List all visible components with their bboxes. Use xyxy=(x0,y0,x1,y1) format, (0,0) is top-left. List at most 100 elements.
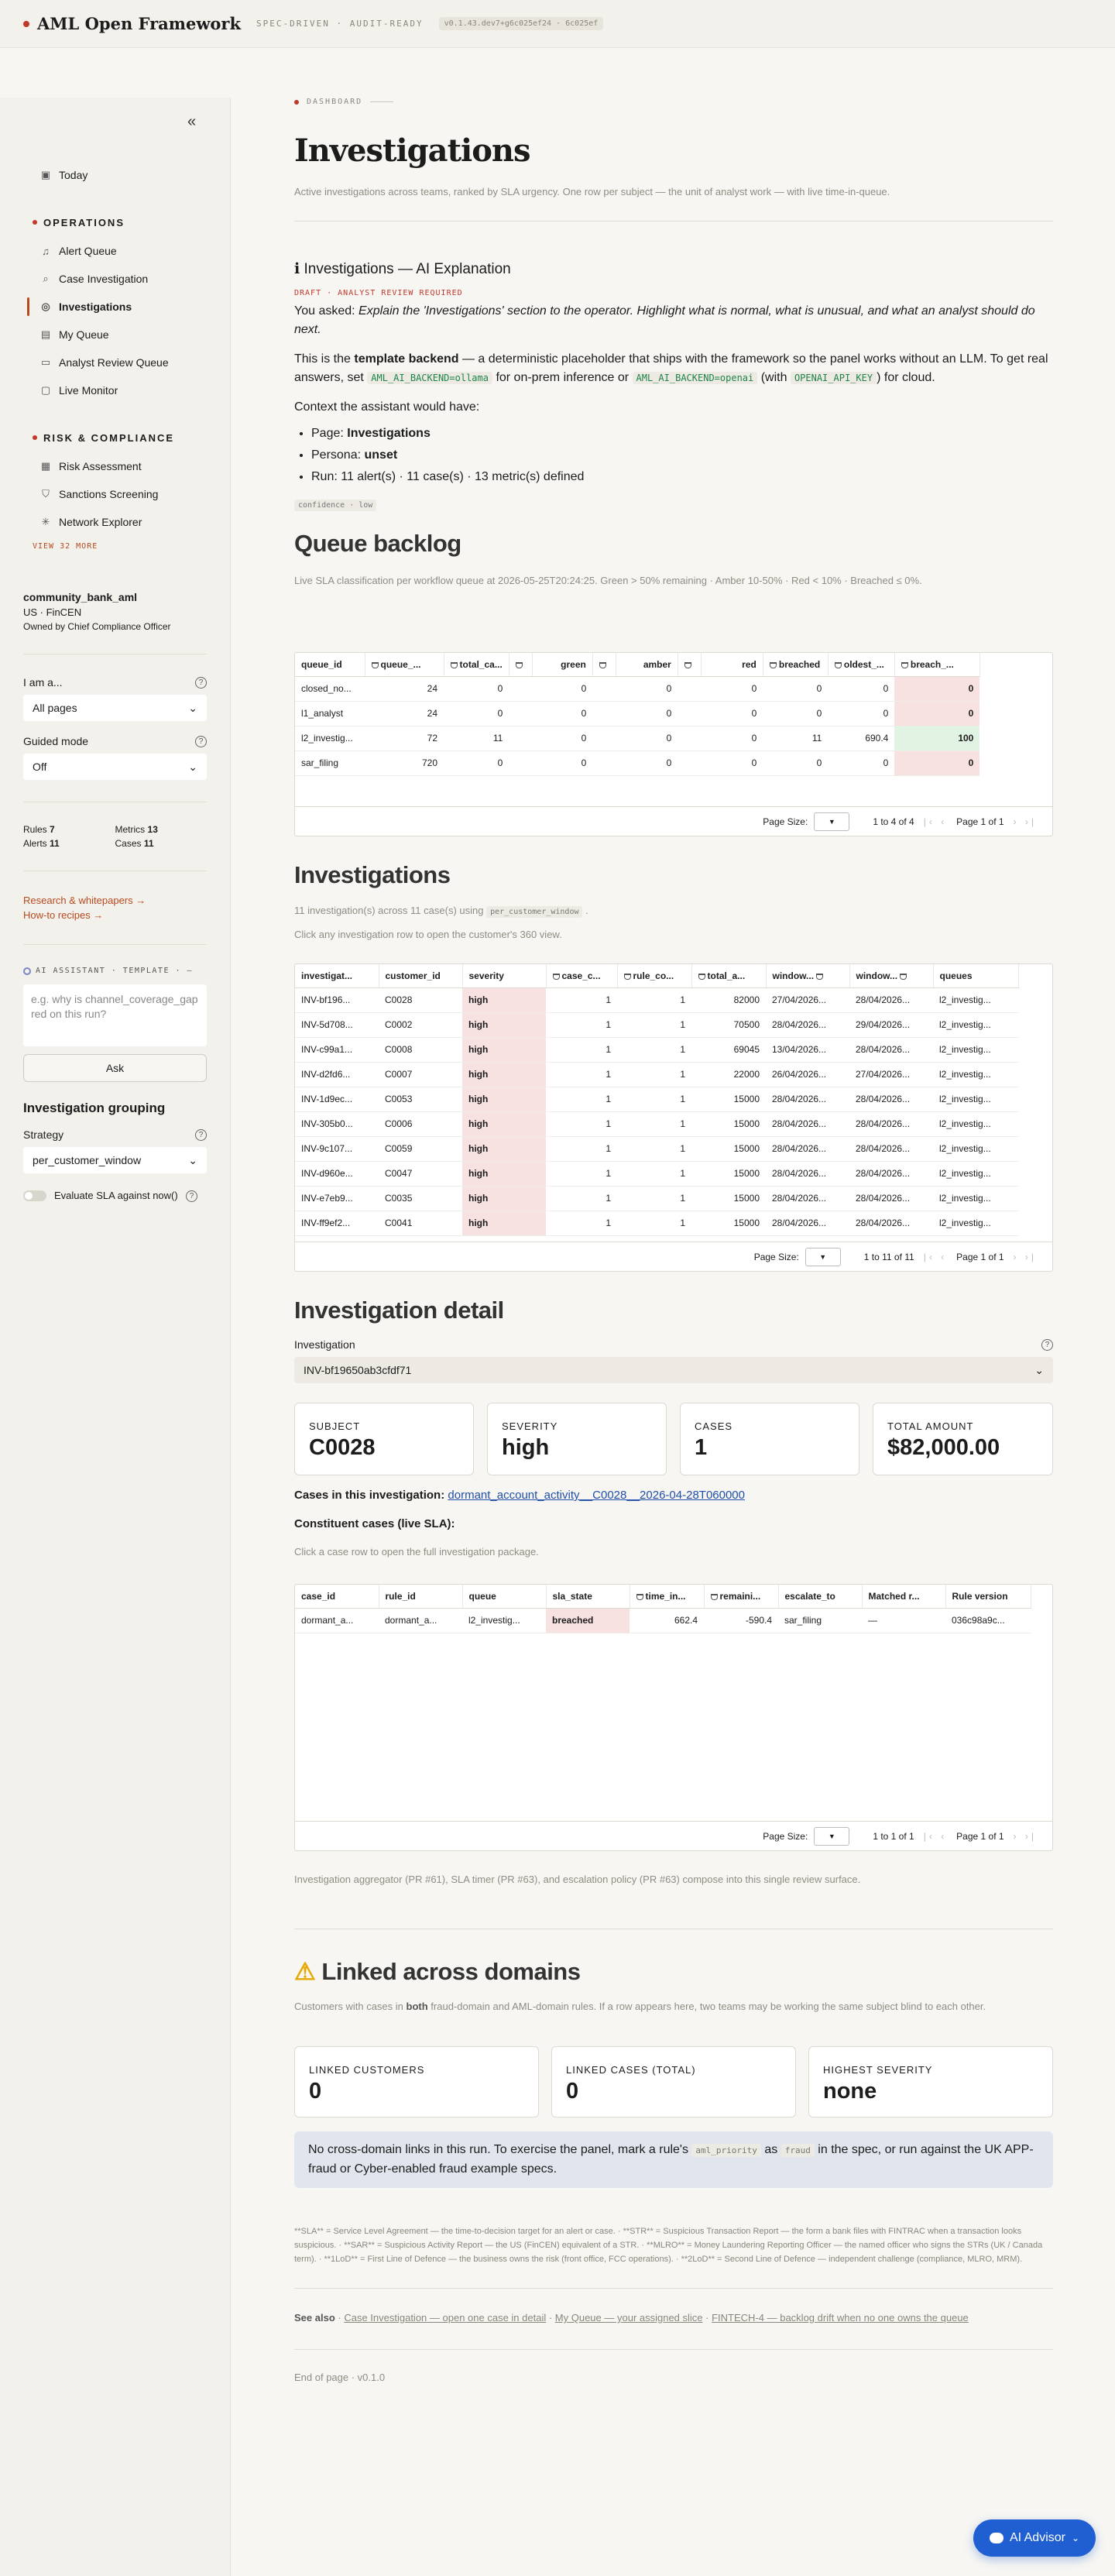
table-row[interactable]: INV-305b0... C0006 high 1 1 15000 28/04/2026..… xyxy=(295,1111,1018,1137)
column-header[interactable]: case_id xyxy=(295,1585,379,1609)
next-last-icon[interactable]: › ›| xyxy=(1013,816,1037,827)
sidebar-item-today[interactable]: ▣ Today xyxy=(23,161,207,189)
sidebar-item-analyst-review[interactable]: ▭ Analyst Review Queue xyxy=(23,349,207,376)
table-cell: 0 xyxy=(828,701,895,726)
table-cell: 0 xyxy=(444,676,509,702)
column-header[interactable]: queue xyxy=(462,1585,547,1609)
table-row[interactable]: INV-c99a1... C0008 high 1 1 69045 13/04/2026..… xyxy=(295,1037,1018,1063)
sidebar-item-risk-assessment[interactable]: ▦ Risk Assessment xyxy=(23,452,207,480)
table-row[interactable]: INV-d2fd6... C0007 high 1 1 22000 26/04/2026..… xyxy=(295,1062,1018,1087)
see-also-link[interactable]: FINTECH-4 — backlog drift when no one ow… xyxy=(712,2312,969,2324)
help-icon[interactable]: ? xyxy=(186,1190,197,1202)
howto-link[interactable]: How-to recipes → xyxy=(23,909,104,921)
persona-select[interactable]: All pages ⌄ xyxy=(23,695,207,721)
brand-title[interactable]: AML Open Framework xyxy=(37,14,242,33)
table-row[interactable]: INV-1d9ec... C0053 high 1 1 15000 28/04/2026..… xyxy=(295,1087,1018,1112)
see-also-link[interactable]: My Queue — your assigned slice xyxy=(554,2312,703,2324)
column-header[interactable] xyxy=(592,653,616,677)
table-row[interactable]: INV-9c107... C0059 high 1 1 15000 28/04/2026..… xyxy=(295,1136,1018,1162)
divider xyxy=(23,944,207,945)
column-header[interactable]: time_in... xyxy=(630,1585,705,1609)
column-header[interactable]: queue_... xyxy=(365,653,444,677)
sidebar-item-network-explorer[interactable]: ✳ Network Explorer xyxy=(23,508,207,536)
next-last-icon[interactable]: › ›| xyxy=(1013,1830,1037,1842)
sidebar-item-alert-queue[interactable]: ♫ Alert Queue xyxy=(23,237,207,265)
table-cell: 1 xyxy=(546,1012,617,1038)
collapse-sidebar-icon[interactable]: « xyxy=(187,113,197,130)
table-row[interactable]: l2_investig... 72 11 0 0 0 11 690.4 100 xyxy=(295,726,980,751)
investigation-value: INV-bf19650ab3cfdf71 xyxy=(304,1364,412,1376)
sla-toggle[interactable] xyxy=(23,1190,46,1201)
column-header[interactable]: Rule version xyxy=(945,1585,1031,1609)
column-header[interactable]: escalate_to xyxy=(778,1585,863,1609)
page-size-select[interactable]: ▼ xyxy=(814,812,850,831)
table-row[interactable]: closed_no... 24 0 0 0 0 0 0 0 xyxy=(295,676,980,702)
table-row[interactable]: INV-d960e... C0047 high 1 1 15000 28/04/2026..… xyxy=(295,1161,1018,1187)
sidebar-item-my-queue[interactable]: ▤ My Queue xyxy=(23,321,207,349)
column-header[interactable]: total_a... xyxy=(691,964,767,988)
column-header[interactable]: breach_... xyxy=(894,653,980,677)
sidebar-item-investigations[interactable]: ◎ Investigations xyxy=(23,293,207,321)
investigation-select[interactable]: INV-bf19650ab3cfdf71 ⌄ xyxy=(294,1357,1053,1383)
help-icon[interactable]: ? xyxy=(195,735,207,747)
column-header[interactable]: customer_id xyxy=(379,964,463,988)
column-header[interactable]: breached xyxy=(763,653,829,677)
column-header[interactable]: investigat... xyxy=(295,964,379,988)
ai-advisor-label: AI Advisor xyxy=(1009,2531,1065,2544)
column-header[interactable] xyxy=(509,653,533,677)
table-row[interactable]: l1_analyst 24 0 0 0 0 0 0 0 xyxy=(295,701,980,726)
crumb-label: DASHBOARD xyxy=(307,98,363,106)
table-row[interactable]: sar_filing 720 0 0 0 0 0 0 0 xyxy=(295,750,980,776)
first-prev-icon[interactable]: |‹ ‹ xyxy=(923,816,948,827)
column-header[interactable]: window... xyxy=(849,964,934,988)
column-header[interactable]: red xyxy=(701,653,763,677)
column-header[interactable]: sla_state xyxy=(546,1585,630,1609)
strategy-select[interactable]: per_customer_window ⌄ xyxy=(23,1147,207,1173)
column-header[interactable]: case_c... xyxy=(546,964,618,988)
column-header[interactable]: queues xyxy=(933,964,1019,988)
table-cell: 0 xyxy=(616,701,678,726)
see-also-link[interactable]: Case Investigation — open one case in de… xyxy=(344,2312,547,2324)
sidebar-item-live-monitor[interactable]: ▢ Live Monitor xyxy=(23,376,207,404)
table-row[interactable]: dormant_a... dormant_a... l2_investig... br… xyxy=(295,1608,1031,1633)
guided-mode-select[interactable]: Off ⌄ xyxy=(23,754,207,780)
pagination: Page Size: ▼ 1 to 1 of 1 |‹ ‹ Page 1 of 1… xyxy=(295,1821,1052,1850)
column-header[interactable]: total_ca... xyxy=(444,653,509,677)
table-row[interactable]: INV-5d708... C0002 high 1 1 70500 28/04/2026..… xyxy=(295,1012,1018,1038)
column-header[interactable]: severity xyxy=(462,964,547,988)
column-header[interactable]: Matched r... xyxy=(862,1585,946,1609)
next-last-icon[interactable]: › ›| xyxy=(1013,1251,1037,1262)
column-header[interactable] xyxy=(678,653,702,677)
ai-advisor-button[interactable]: AI Advisor ⌄ xyxy=(973,2519,1096,2557)
column-header[interactable]: window... xyxy=(766,964,850,988)
column-header[interactable]: oldest_... xyxy=(828,653,895,677)
sidebar-item-sanctions[interactable]: ⛉ Sanctions Screening xyxy=(23,480,207,508)
table-cell xyxy=(592,750,616,776)
sidebar-item-case-investigation[interactable]: ⌕ Case Investigation xyxy=(23,265,207,293)
first-prev-icon[interactable]: |‹ ‹ xyxy=(923,1251,948,1262)
column-header[interactable]: rule_id xyxy=(379,1585,463,1609)
help-icon[interactable]: ? xyxy=(195,676,207,689)
ask-button[interactable]: Ask xyxy=(23,1054,207,1082)
table-row[interactable]: INV-bf196... C0028 high 1 1 82000 27/04/2026..… xyxy=(295,987,1018,1013)
help-icon[interactable]: ? xyxy=(195,1128,207,1141)
table-cell: INV-c99a1... xyxy=(295,1037,379,1063)
page-size-select[interactable]: ▼ xyxy=(805,1247,841,1266)
first-prev-icon[interactable]: |‹ ‹ xyxy=(923,1830,948,1842)
column-header[interactable]: green xyxy=(532,653,593,677)
table-cell: C0007 xyxy=(379,1062,462,1087)
case-link[interactable]: dormant_account_activity__C0028__2026-04… xyxy=(448,1489,745,1502)
column-header[interactable]: rule_co... xyxy=(617,964,692,988)
column-header[interactable]: amber xyxy=(616,653,678,677)
ai-question-input[interactable]: e.g. why is channel_coverage_gap red on … xyxy=(23,984,207,1046)
filter-icon xyxy=(552,973,560,980)
research-link[interactable]: Research & whitepapers → xyxy=(23,895,146,906)
view-more-link[interactable]: VIEW 32 MORE xyxy=(33,542,98,551)
column-header[interactable]: queue_id xyxy=(295,653,365,677)
column-header[interactable]: remaini... xyxy=(704,1585,779,1609)
page-size-select[interactable]: ▼ xyxy=(814,1826,850,1846)
help-icon[interactable]: ? xyxy=(1041,1338,1053,1351)
table-row[interactable]: INV-e7eb9... C0035 high 1 1 15000 28/04/2026..… xyxy=(295,1186,1018,1211)
table-row[interactable]: INV-ff9ef2... C0041 high 1 1 15000 28/04/2026.… xyxy=(295,1211,1018,1236)
table-cell: C0002 xyxy=(379,1012,462,1038)
